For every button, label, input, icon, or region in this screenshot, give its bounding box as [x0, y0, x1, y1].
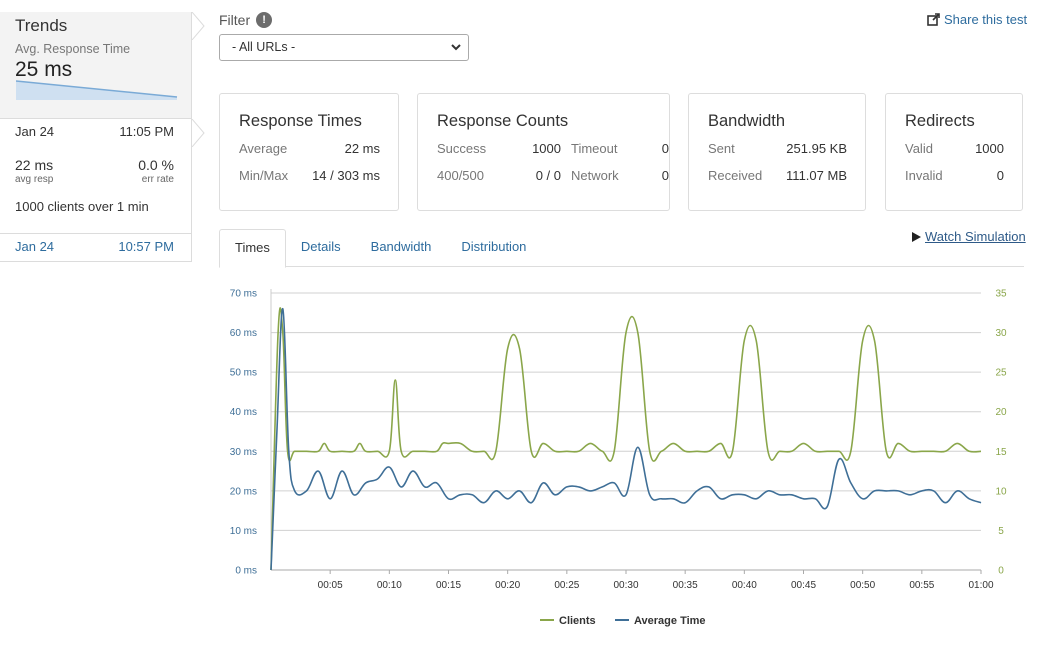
legend-average-time-label: Average Time: [634, 615, 706, 627]
share-link[interactable]: Share this test: [927, 12, 1027, 27]
y-right-tick-label: 25: [995, 368, 1007, 379]
run-item-active[interactable]: Jan 24 11:05 PM 22 ms 0.0 % avg resp err…: [0, 118, 192, 234]
card-title: Redirects: [905, 112, 975, 130]
err-rate-value: 0.0 %: [138, 157, 174, 173]
valid-label: Valid: [905, 141, 933, 156]
success-label: Success: [437, 141, 487, 156]
x-tick-label: 00:20: [495, 580, 520, 591]
average-label: Average: [239, 141, 288, 156]
y-left-tick-label: 0 ms: [235, 566, 257, 577]
response-times-chart: 0 ms 10 ms 20 ms 30 ms 40 ms 50 ms 60 ms 70 ms 0…: [230, 289, 1007, 628]
minmax-value: 14 / 303 ms: [312, 168, 380, 183]
clients-summary: 1000 clients over 1 min: [15, 199, 149, 214]
avg-resp-value: 22 ms: [15, 157, 54, 173]
y-left-tick-label: 30 ms: [230, 447, 257, 458]
x-tick-label: 00:15: [436, 580, 461, 591]
series-average-time-line: [270, 307, 982, 571]
y-left-tick-label: 10 ms: [230, 526, 257, 537]
run-item[interactable]: Jan 24 10:57 PM: [0, 234, 192, 262]
y-right-tick-label: 30: [995, 328, 1007, 339]
chevron-down-icon: [451, 44, 461, 51]
play-icon: [912, 231, 921, 242]
share-label: Share this test: [944, 12, 1028, 27]
response-counts-card: Response Counts Success 1000 Timeout 0 4…: [417, 93, 670, 211]
bandwidth-card: Bandwidth Sent 251.95 KB Received 111.07 M…: [688, 93, 866, 211]
watch-simulation-label: Watch Simulation: [925, 229, 1026, 244]
y-left-tick-label: 60 ms: [230, 328, 257, 339]
url-filter-value: - All URLs -: [232, 40, 296, 54]
tab-distribution[interactable]: Distribution: [461, 239, 527, 254]
minmax-label: Min/Max: [239, 168, 289, 183]
sent-value: 251.95 KB: [786, 141, 847, 156]
x-tick-label: 00:25: [554, 580, 579, 591]
err-rate-label: err rate: [141, 174, 174, 185]
series-clients-line: [270, 307, 982, 571]
chart-tabs: Times Details Bandwidth Distribution: [219, 229, 1024, 268]
watch-simulation-link[interactable]: Watch Simulation: [911, 229, 1026, 244]
active-run-pointer: [192, 119, 205, 147]
x-tick-label: 00:55: [909, 580, 934, 591]
timeout-label: Timeout: [571, 141, 618, 156]
run-time: 10:57 PM: [118, 239, 174, 254]
x-tick-label: 00:50: [850, 580, 875, 591]
x-tick-label: 01:00: [968, 580, 993, 591]
avg-resp-label: avg resp: [15, 174, 54, 185]
y-right-tick-label: 0: [998, 566, 1004, 577]
filter-label-text: Filter: [219, 12, 251, 28]
legend-clients-label: Clients: [559, 615, 596, 627]
card-title: Bandwidth: [708, 112, 786, 130]
x-tick-label: 00:05: [318, 580, 343, 591]
y-left-tick-label: 70 ms: [230, 289, 257, 300]
filter-label: Filter !: [219, 12, 273, 28]
network-value: 0: [661, 168, 669, 183]
trends-title: Trends: [15, 16, 68, 35]
trends-subtitle: Avg. Response Time: [15, 42, 131, 56]
r400-value: 0 / 0: [535, 168, 561, 183]
timeout-value: 0: [661, 141, 669, 156]
y-left-tick-label: 20 ms: [230, 486, 257, 497]
y-right-tick-label: 10: [995, 486, 1007, 497]
x-tick-label: 00:10: [377, 580, 402, 591]
sent-label: Sent: [708, 141, 735, 156]
network-label: Network: [571, 168, 619, 183]
average-value: 22 ms: [344, 141, 380, 156]
y-left-tick-label: 40 ms: [230, 407, 257, 418]
url-filter-select[interactable]: - All URLs -: [219, 34, 469, 61]
tab-bandwidth[interactable]: Bandwidth: [370, 239, 432, 254]
card-title: Response Times: [239, 112, 362, 130]
redirects-card: Redirects Valid 1000 Invalid 0: [885, 93, 1023, 211]
tab-details[interactable]: Details: [300, 239, 341, 254]
x-tick-label: 00:40: [732, 580, 757, 591]
y-right-tick-label: 20: [995, 407, 1007, 418]
response-times-card: Response Times Average 22 ms Min/Max 14 / …: [219, 93, 399, 211]
share-icon: [927, 13, 940, 26]
y-right-tick-label: 35: [995, 289, 1007, 300]
x-tick-label: 00:35: [673, 580, 698, 591]
invalid-label: Invalid: [905, 168, 943, 183]
r400-label: 400/500: [437, 168, 484, 183]
y-left-tick-label: 50 ms: [230, 368, 257, 379]
y-right-tick-label: 5: [998, 526, 1004, 537]
run-time: 11:05 PM: [119, 124, 174, 139]
invalid-value: 0: [996, 168, 1004, 183]
run-date: Jan 24: [15, 124, 55, 139]
runs-sidebar: Trends Avg. Response Time 25 ms Jan 24 1…: [0, 12, 205, 262]
trends-sparkline: [16, 80, 178, 100]
received-label: Received: [708, 168, 763, 183]
y-right-tick-label: 15: [995, 447, 1007, 458]
success-value: 1000: [532, 141, 561, 156]
tab-times[interactable]: Times: [219, 229, 286, 268]
trends-value: 25 ms: [15, 58, 73, 81]
trends-pointer: [192, 12, 205, 40]
card-title: Response Counts: [437, 112, 569, 130]
valid-value: 1000: [975, 141, 1004, 156]
x-tick-label: 00:45: [791, 580, 816, 591]
received-value: 111.07 MB: [786, 168, 847, 183]
info-icon[interactable]: !: [256, 12, 273, 28]
trends-panel[interactable]: Trends Avg. Response Time 25 ms: [0, 12, 192, 118]
x-tick-label: 00:30: [613, 580, 638, 591]
run-date: Jan 24: [15, 239, 55, 254]
